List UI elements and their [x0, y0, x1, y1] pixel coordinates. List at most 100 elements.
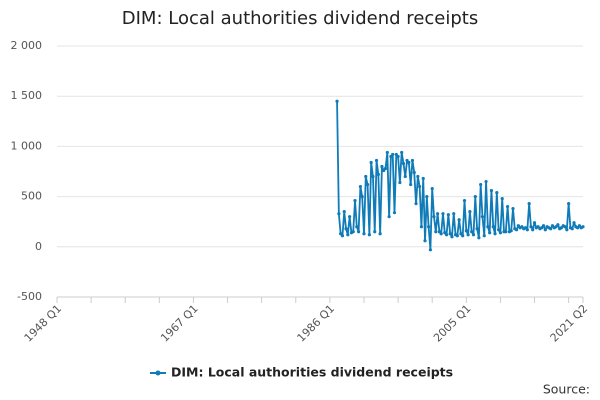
- data-point: [380, 164, 384, 169]
- data-point: [441, 212, 445, 216]
- data-point: [477, 236, 481, 240]
- data-point: [423, 239, 427, 243]
- data-point: [418, 184, 422, 189]
- data-point: [581, 225, 585, 229]
- y-tick-label: 1 000: [11, 139, 43, 152]
- legend-marker: [155, 370, 161, 376]
- data-point: [541, 224, 546, 228]
- data-point: [525, 228, 529, 232]
- y-tick-label: -500: [17, 290, 42, 303]
- data-point: [391, 152, 395, 157]
- data-point: [419, 225, 424, 229]
- data-point: [506, 205, 510, 209]
- data-point: [556, 223, 560, 227]
- data-point: [355, 225, 359, 229]
- x-tick-label: 1967 Q1: [158, 302, 201, 345]
- data-point: [493, 232, 497, 236]
- data-point: [444, 233, 449, 237]
- data-point: [376, 172, 380, 177]
- data-point: [337, 212, 341, 216]
- data-point: [439, 232, 443, 236]
- data-point: [482, 234, 486, 238]
- data-point: [371, 174, 375, 179]
- data-point: [385, 150, 389, 155]
- data-point: [462, 199, 467, 203]
- y-tick-label: 500: [21, 190, 42, 203]
- data-point: [491, 225, 495, 229]
- data-point: [407, 160, 411, 165]
- data-point: [335, 99, 339, 103]
- x-tick-label: 1986 Q1: [295, 302, 338, 345]
- data-point: [565, 228, 569, 232]
- data-point: [364, 174, 368, 179]
- data-point: [455, 234, 459, 238]
- data-point: [480, 215, 485, 219]
- data-point: [473, 195, 477, 199]
- y-tick-label: 1 500: [11, 89, 43, 102]
- data-point: [448, 232, 452, 236]
- chart-title: DIM: Local authorities dividend receipts: [122, 8, 478, 29]
- data-point: [457, 218, 461, 222]
- data-point: [378, 232, 382, 236]
- data-point: [514, 228, 519, 232]
- data-point: [348, 215, 352, 219]
- data-point: [353, 199, 357, 203]
- data-point: [416, 174, 420, 179]
- data-point: [427, 225, 431, 229]
- data-point: [432, 215, 436, 219]
- data-point: [396, 154, 400, 159]
- data-point: [567, 202, 571, 206]
- data-point: [434, 230, 438, 234]
- data-point: [511, 207, 515, 211]
- data-point: [414, 202, 418, 206]
- data-point: [446, 213, 450, 217]
- data-point: [344, 227, 348, 231]
- data-point: [529, 225, 533, 229]
- data-point: [549, 227, 553, 231]
- data-point: [466, 233, 470, 237]
- data-point: [461, 234, 465, 238]
- data-point: [532, 221, 537, 225]
- data-point: [484, 179, 488, 184]
- data-point: [488, 231, 492, 235]
- data-point: [340, 234, 345, 238]
- data-point: [430, 186, 434, 191]
- data-point: [504, 230, 508, 234]
- data-point: [421, 176, 425, 181]
- data-point: [470, 230, 474, 234]
- data-point: [383, 166, 388, 171]
- data-point: [479, 182, 483, 187]
- y-tick-label: 2 000: [11, 39, 43, 52]
- data-point: [428, 248, 433, 252]
- data-point: [435, 212, 440, 216]
- data-point: [495, 190, 499, 195]
- data-point: [398, 180, 402, 185]
- data-point: [489, 188, 494, 193]
- data-point: [362, 232, 366, 236]
- x-tick-label: 1948 Q1: [22, 302, 65, 345]
- data-point: [367, 233, 371, 237]
- data-point: [403, 174, 407, 179]
- data-point: [342, 210, 346, 214]
- data-point: [409, 182, 413, 187]
- source: Source:: [543, 382, 590, 397]
- legend-label: DIM: Local authorities dividend receipts: [171, 365, 453, 380]
- data-point: [387, 215, 391, 219]
- data-point: [527, 202, 531, 206]
- data-point: [358, 184, 362, 189]
- data-point: [497, 228, 501, 232]
- data-point: [401, 161, 406, 166]
- data-point: [346, 233, 350, 237]
- data-point: [563, 225, 567, 229]
- data-point: [570, 227, 574, 231]
- data-point: [468, 210, 472, 214]
- x-tick-label: 2021 Q2: [548, 302, 591, 345]
- data-point: [365, 182, 370, 187]
- data-point: [374, 158, 379, 163]
- data-point: [400, 150, 404, 155]
- data-point: [531, 228, 535, 232]
- data-point: [351, 230, 355, 234]
- data-point: [450, 235, 454, 239]
